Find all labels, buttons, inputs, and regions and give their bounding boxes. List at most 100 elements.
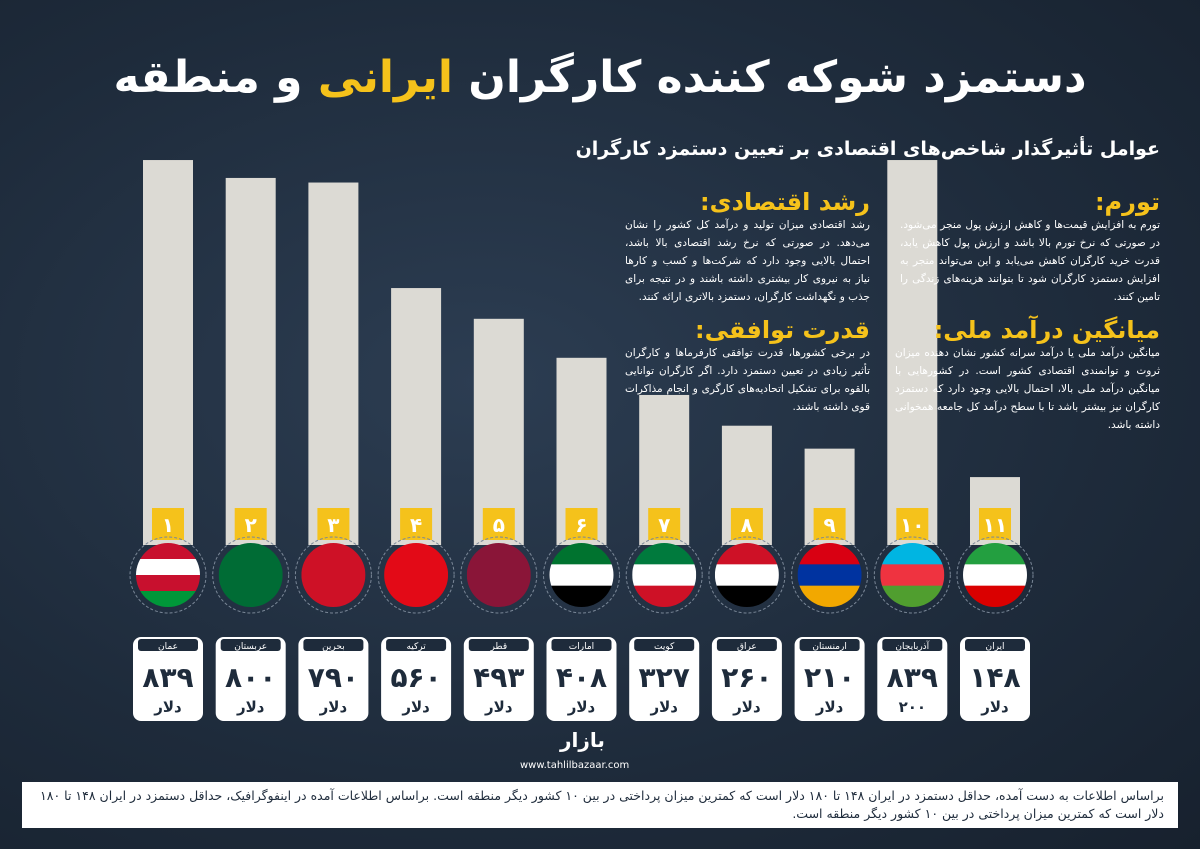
rank: ۹ [823, 513, 835, 537]
country-name: کویت [654, 642, 675, 652]
unit-label: دلار [980, 698, 1009, 716]
title-highlight: ایرانی [317, 52, 453, 103]
rank: ۴ [410, 513, 422, 537]
url: www.tahlilbazaar.com [520, 760, 630, 771]
flag-stripe [632, 543, 697, 565]
flag-stripe [797, 585, 862, 607]
flag-stripe [301, 543, 366, 607]
card-header [303, 639, 364, 651]
flag-ring [212, 536, 290, 614]
flag-ring [708, 536, 786, 614]
title-part: دستمزد شوکه کننده کارگران [468, 52, 1087, 103]
rank: ۲ [245, 513, 257, 537]
factor-text: در برخی کشورها، قدرت توافقی کارفرماها و … [625, 347, 870, 413]
country-name: قطر [489, 642, 507, 652]
title-part: و منطقه [113, 52, 303, 103]
rank-tag [979, 508, 1011, 540]
factor-text: تورم به افزایش قیمت‌ها و کاهش ارزش پول م… [900, 219, 1160, 303]
value-label: ۱۴۸ [969, 661, 1020, 694]
unit-label: دلار [319, 698, 348, 716]
rank-tag [648, 508, 681, 540]
flag-stripe [714, 543, 779, 565]
value-label: ۷۹۰ [308, 661, 359, 694]
flag-stripe [218, 543, 283, 607]
rank: ۶ [575, 513, 587, 537]
flag-stripe [136, 559, 200, 576]
flag-stripe [880, 543, 945, 565]
rank-tag [317, 508, 350, 540]
rank-tag [482, 508, 515, 540]
flag-stripe [384, 543, 449, 607]
unit-label: دلار [649, 698, 678, 716]
flag-stripe [963, 585, 1027, 607]
rank: ۸ [741, 513, 753, 537]
flag-ring [791, 536, 869, 614]
rank: ۱۰ [900, 513, 924, 537]
card [794, 637, 865, 721]
unit-label: ۲۰۰ [899, 698, 926, 716]
flag-stripe [797, 543, 862, 565]
bar [887, 160, 938, 545]
rank-tag [730, 508, 763, 540]
country-name: عمان [158, 642, 178, 652]
country-name: عربستان [234, 642, 267, 652]
title: دستمزد شوکه کننده کارگران ایرانی و منطقه [0, 52, 1200, 103]
rank-tag [234, 508, 267, 540]
subtitle: عوامل تأثیرگذار شاخص‌های اقتصادی بر تعیی… [575, 138, 1160, 160]
value-label: ۸۳۹ [142, 661, 193, 694]
rank-tag [152, 508, 184, 540]
value-label: ۵۶۰ [390, 661, 441, 694]
bar [308, 182, 359, 545]
rank: ۷ [658, 513, 670, 537]
card [711, 637, 782, 721]
flag-stripe [963, 543, 1027, 565]
factor-heading: قدرت توافقی: [694, 316, 870, 344]
card [629, 637, 700, 721]
country-name: ارمنستان [812, 642, 846, 652]
logo: بازار [560, 728, 605, 752]
flag-ring [543, 536, 620, 614]
flag-stripe [466, 543, 531, 607]
country-name: امارات [569, 642, 594, 652]
flag-stripe [880, 585, 945, 607]
factor-heading: تورم: [1094, 188, 1160, 216]
card [546, 637, 617, 721]
value-label: ۲۱۰ [804, 661, 855, 694]
flag-stripe [632, 564, 697, 587]
flag-stripe [136, 575, 200, 592]
flag-ring [129, 536, 207, 614]
flag-ring [625, 536, 703, 614]
flag-stripe [136, 543, 200, 560]
rank: ۱ [162, 513, 174, 537]
card [381, 637, 452, 721]
value-label: ۴۹۳ [473, 661, 524, 694]
value-label: ۳۲۷ [639, 661, 690, 694]
card [215, 637, 286, 721]
value-label: ۸۳۹ [887, 661, 938, 694]
factor: میانگین درآمد ملی: میانگین درآمد ملی یا … [895, 316, 1160, 434]
unit-label: دلار [236, 698, 265, 716]
card [133, 637, 203, 721]
flag-stripe [963, 564, 1027, 587]
bar [143, 160, 193, 545]
bar [391, 288, 442, 545]
flag-stripe [632, 585, 697, 607]
footer: براساس اطلاعات به دست آمده، حداقل دستمزد… [22, 782, 1178, 828]
country-name: آذربایجان [895, 640, 929, 652]
card-header [799, 639, 860, 651]
card-header [386, 639, 447, 651]
card-header [716, 639, 777, 651]
factor-text: رشد اقتصادی میزان تولید و درآمد کل کشور … [625, 219, 870, 303]
factor-heading: میانگین درآمد ملی: [933, 316, 1160, 344]
flag-stripe [136, 591, 200, 607]
card [960, 637, 1030, 721]
rank: ۳ [327, 513, 339, 537]
card [877, 637, 948, 721]
card-header [882, 639, 943, 651]
unit-label: دلار [567, 698, 596, 716]
card-header [220, 639, 281, 651]
rank-tag [565, 508, 598, 540]
flag-stripe [549, 564, 614, 587]
